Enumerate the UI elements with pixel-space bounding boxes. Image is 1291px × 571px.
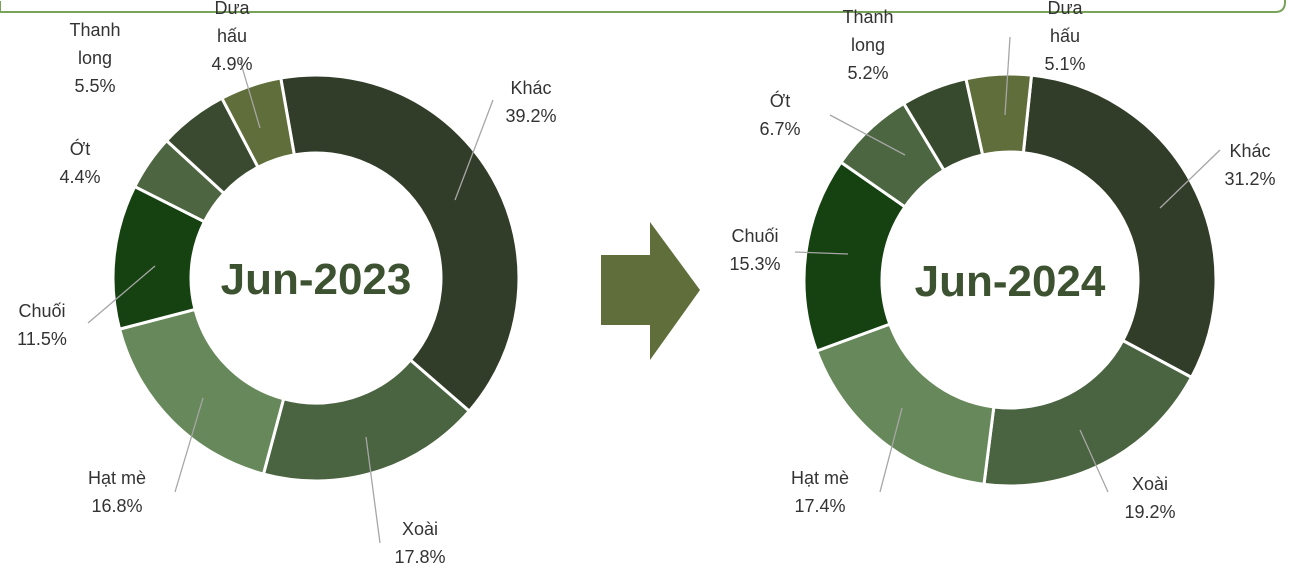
donut-slice bbox=[1021, 73, 1218, 380]
value-label: 11.5% bbox=[17, 329, 67, 349]
data-label: Hạt mè 17.4% bbox=[785, 464, 855, 520]
category-name: Ớt bbox=[69, 139, 91, 159]
donut-slice bbox=[814, 322, 996, 487]
top-border bbox=[0, 0, 1286, 13]
category-name: Thanh long bbox=[842, 7, 894, 55]
data-label: Dưa hấu 5.1% bbox=[1030, 0, 1100, 78]
data-label: Ớt 4.4% bbox=[59, 135, 100, 191]
donut-slice bbox=[964, 72, 1034, 157]
leader-line bbox=[794, 251, 849, 255]
category-name: Chuối bbox=[731, 226, 779, 246]
value-label: 31.2% bbox=[1224, 169, 1276, 189]
data-label: Xoài 19.2% bbox=[1124, 470, 1175, 526]
data-label: Hạt mè 16.8% bbox=[82, 464, 152, 520]
data-label: Chuối 15.3% bbox=[729, 222, 780, 278]
value-label: 5.5% bbox=[74, 76, 116, 96]
leader-line bbox=[239, 59, 261, 129]
donut-slice bbox=[261, 357, 472, 483]
data-label: Chuối 11.5% bbox=[17, 297, 67, 353]
data-label: Ớt 6.7% bbox=[759, 87, 800, 143]
category-name: Xoài bbox=[1131, 474, 1169, 494]
leader-line bbox=[879, 407, 903, 493]
leader-line bbox=[1004, 36, 1011, 116]
value-label: 5.2% bbox=[847, 63, 889, 83]
leader-line bbox=[829, 114, 906, 156]
data-label: Dưa hấu 4.9% bbox=[197, 0, 267, 78]
category-name: Dưa hấu bbox=[1047, 0, 1083, 46]
leader-line bbox=[1079, 429, 1109, 493]
leader-line bbox=[365, 436, 381, 544]
value-label: 15.3% bbox=[729, 254, 781, 274]
data-label: Khác 39.2% bbox=[505, 74, 556, 130]
leader-line bbox=[1159, 149, 1221, 209]
value-label: 16.8% bbox=[91, 496, 143, 516]
category-name: Hạt mè bbox=[87, 468, 147, 488]
value-label: 4.4% bbox=[59, 167, 101, 187]
category-name: Khác bbox=[510, 78, 552, 98]
value-label: 39.2% bbox=[505, 106, 557, 126]
category-name: Ớt bbox=[769, 91, 791, 111]
data-label: Xoài 17.8% bbox=[394, 515, 445, 571]
category-name: Thanh long bbox=[69, 20, 121, 68]
data-label: Thanh long 5.5% bbox=[60, 16, 130, 100]
category-name: Dưa hấu bbox=[214, 0, 250, 46]
value-label: 17.8% bbox=[394, 547, 446, 567]
donut-slice bbox=[279, 73, 521, 414]
value-label: 5.1% bbox=[1044, 54, 1086, 74]
donut-slice bbox=[982, 338, 1194, 488]
category-name: Chuối bbox=[18, 301, 66, 321]
category-name: Xoài bbox=[401, 519, 439, 539]
value-label: 17.4% bbox=[794, 496, 846, 516]
leader-line bbox=[454, 99, 494, 201]
donut-slice bbox=[117, 307, 286, 476]
center-title: Jun-2024 bbox=[915, 257, 1106, 306]
value-label: 6.7% bbox=[759, 119, 801, 139]
value-label: 4.9% bbox=[211, 54, 253, 74]
value-label: 19.2% bbox=[1124, 502, 1176, 522]
category-name: Hạt mè bbox=[790, 468, 850, 488]
center-title: Jun-2023 bbox=[221, 255, 412, 304]
data-label: Thanh long 5.2% bbox=[833, 3, 903, 87]
leader-line bbox=[87, 265, 156, 324]
category-name: Khác bbox=[1229, 141, 1271, 161]
data-label: Khác 31.2% bbox=[1224, 137, 1275, 193]
arrow bbox=[601, 222, 700, 360]
leader-line bbox=[174, 397, 204, 493]
